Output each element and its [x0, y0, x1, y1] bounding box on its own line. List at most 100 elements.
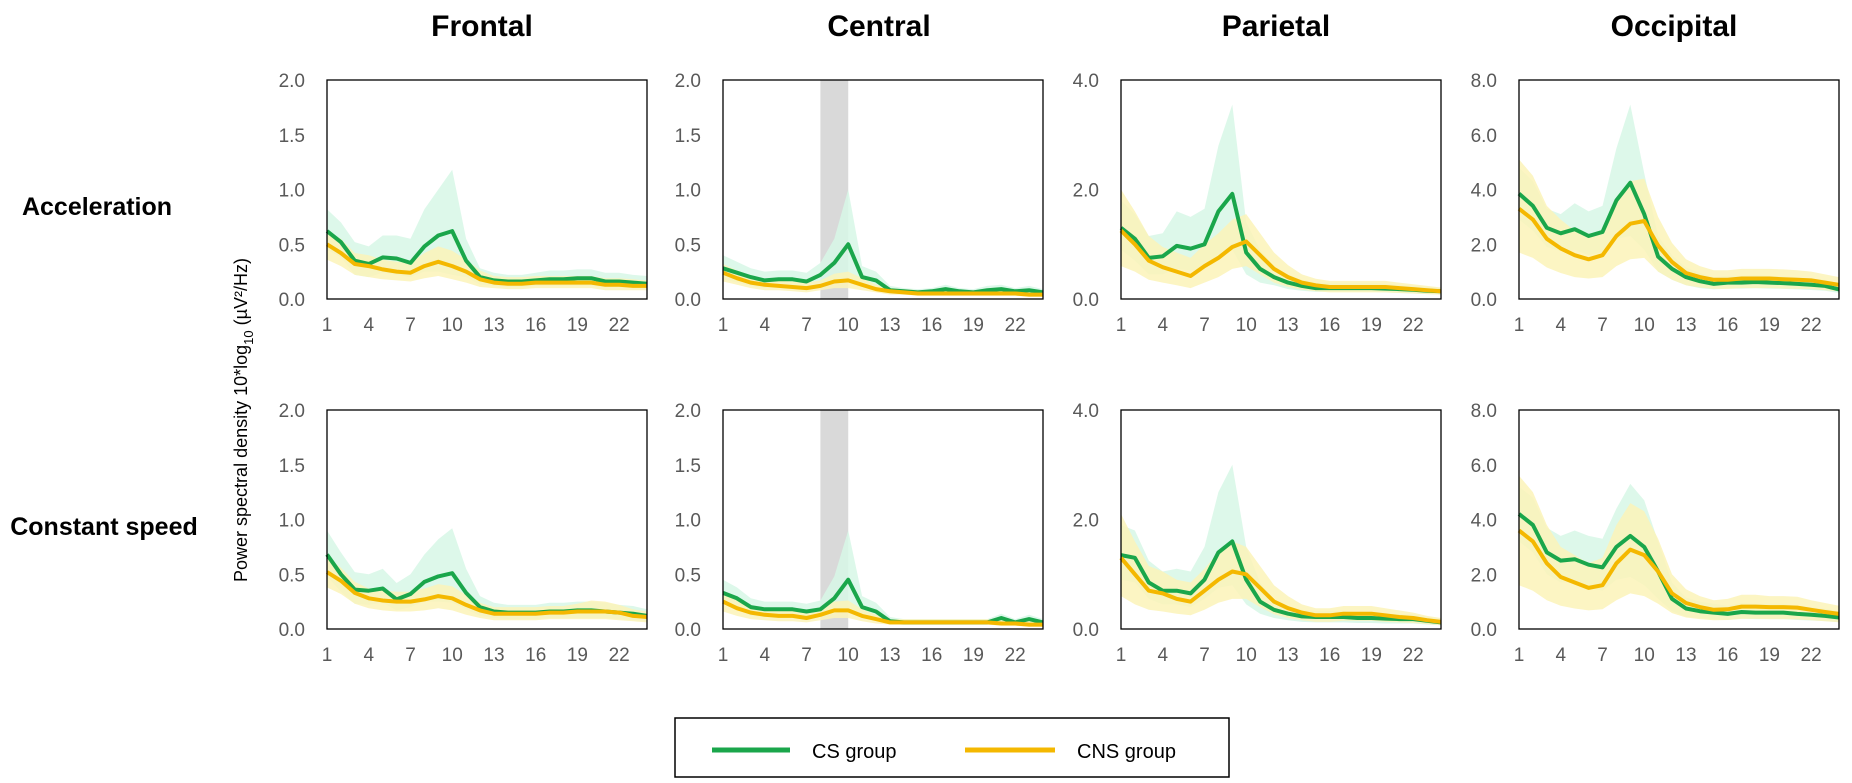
- x-tick-label: 4: [1555, 645, 1566, 666]
- band-cns-group: [327, 231, 647, 291]
- y-tick-label: 1.5: [675, 126, 701, 147]
- column-title-parietal: Parietal: [1222, 10, 1330, 43]
- x-tick-label: 16: [1717, 645, 1738, 666]
- x-tick-label: 7: [1597, 645, 1608, 666]
- x-tick-label: 19: [963, 645, 984, 666]
- y-tick-label: 2.0: [675, 71, 701, 92]
- x-tick-label: 13: [879, 315, 900, 336]
- y-tick-label: 0.5: [675, 235, 701, 256]
- y-axis-label: Power spectral density 10*log10 (µV²/Hz): [231, 258, 256, 582]
- line-cns-group: [1517, 528, 1840, 616]
- y-tick-label: 4.0: [1073, 401, 1099, 422]
- y-tick-label: 0.0: [1471, 290, 1497, 311]
- y-tick-label: 1.5: [279, 126, 305, 147]
- line-cs-group: [1120, 539, 1442, 625]
- x-tick-label: 7: [1597, 315, 1608, 336]
- x-tick-label: 19: [1361, 645, 1382, 666]
- column-title-occipital: Occipital: [1611, 10, 1738, 43]
- x-tick-label: 19: [1361, 315, 1382, 336]
- column-title-frontal: Frontal: [431, 10, 533, 43]
- y-tick-label: 2.0: [1073, 181, 1099, 202]
- row-title-acceleration: Acceleration: [22, 193, 172, 221]
- legend-label-cs-group: CS group: [812, 741, 897, 763]
- panel-acceleration-central: 0.0 0.5 1.0 1.5 2.0 1 4 7 10 13 16 19 22: [675, 71, 1044, 336]
- y-tick-label: 0.0: [1073, 290, 1099, 311]
- x-tick-label: 1: [322, 645, 333, 666]
- line-cns-group: [1119, 229, 1442, 294]
- x-tick-label: 4: [1157, 315, 1168, 336]
- x-tick-label: 1: [1514, 645, 1525, 666]
- panel-acceleration-parietal: 0.0 2.0 4.0 1 4 7 10 13 16 19 22: [1073, 71, 1442, 336]
- x-tick-label: 4: [363, 315, 374, 336]
- y-tick-label: 0.5: [675, 565, 701, 586]
- x-tick-label: 10: [1236, 645, 1257, 666]
- x-tick-label: 10: [442, 645, 463, 666]
- y-tick-label: 2.0: [1471, 565, 1497, 586]
- x-tick-label: 7: [405, 315, 416, 336]
- x-tick-label: 4: [363, 645, 374, 666]
- y-tick-label: 0.0: [1073, 620, 1099, 641]
- row-title-constant-speed: Constant speed: [10, 513, 198, 541]
- y-tick-label: 2.0: [279, 401, 305, 422]
- x-tick-label: 7: [1199, 315, 1210, 336]
- x-tick-label: 22: [1403, 645, 1424, 666]
- y-tick-label: 0.0: [675, 620, 701, 641]
- plot-frame: [1518, 409, 1840, 630]
- plot-frame: [326, 409, 648, 630]
- band-cns-group: [1519, 159, 1839, 292]
- x-tick-label: 13: [1277, 645, 1298, 666]
- y-tick-label: 2.0: [1471, 235, 1497, 256]
- x-tick-label: 1: [1514, 315, 1525, 336]
- column-title-central: Central: [827, 10, 930, 43]
- x-tick-label: 4: [1555, 315, 1566, 336]
- x-tick-label: 13: [879, 645, 900, 666]
- y-tick-label: 1.0: [279, 181, 305, 202]
- y-tick-label: 0.5: [279, 565, 305, 586]
- x-tick-label: 10: [838, 645, 859, 666]
- plot-area: [723, 80, 1043, 299]
- y-tick-label: 6.0: [1471, 126, 1497, 147]
- line-cns-group: [325, 570, 648, 619]
- x-tick-label: 19: [963, 315, 984, 336]
- x-tick-label: 13: [1277, 315, 1298, 336]
- x-tick-label: 1: [718, 645, 729, 666]
- x-tick-label: 19: [567, 315, 588, 336]
- line-cs-group: [1517, 512, 1840, 620]
- y-tick-label: 4.0: [1471, 511, 1497, 532]
- y-tick-label: 0.0: [1471, 620, 1497, 641]
- x-tick-label: 16: [525, 315, 546, 336]
- y-tick-label: 6.0: [1471, 456, 1497, 477]
- panel-constant-speed-central: 0.0 0.5 1.0 1.5 2.0 1 4 7 10 13 16 19 22: [675, 401, 1044, 666]
- legend-box: [674, 717, 1230, 778]
- plot-frame: [326, 79, 648, 300]
- y-tick-label: 0.0: [279, 620, 305, 641]
- x-tick-label: 13: [483, 315, 504, 336]
- chart-panels: 0.0 0.5 1.0 1.5 2.0 1 4 7 10 13 16 19 22 0.0 0.5 1.0 1.5…: [279, 71, 1840, 666]
- x-tick-label: 7: [1199, 645, 1210, 666]
- x-tick-label: 13: [1675, 645, 1696, 666]
- x-tick-label: 19: [1759, 645, 1780, 666]
- y-tick-label: 4.0: [1073, 71, 1099, 92]
- x-tick-label: 16: [921, 645, 942, 666]
- x-tick-label: 22: [1801, 645, 1822, 666]
- line-cs-group: [325, 229, 648, 286]
- x-tick-label: 19: [567, 645, 588, 666]
- y-tick-label: 1.5: [675, 456, 701, 477]
- plot-area: [723, 410, 1043, 629]
- y-tick-label: 1.5: [279, 456, 305, 477]
- x-tick-label: 19: [1759, 315, 1780, 336]
- line-cns-group: [722, 270, 1043, 297]
- band-cs-group: [327, 169, 647, 289]
- band-cns-group: [327, 556, 647, 623]
- y-tick-label: 2.0: [675, 401, 701, 422]
- x-tick-label: 1: [1116, 645, 1127, 666]
- x-tick-label: 22: [1801, 315, 1822, 336]
- y-tick-label: 4.0: [1471, 181, 1497, 202]
- panel-constant-speed-occipital: 0.0 2.0 4.0 6.0 8.0 1 4 7 10 13 16 19 22: [1471, 401, 1840, 666]
- x-tick-label: 10: [442, 315, 463, 336]
- y-tick-label: 0.0: [279, 290, 305, 311]
- line-cns-group: [1119, 556, 1442, 624]
- x-tick-label: 1: [1116, 315, 1127, 336]
- x-tick-label: 22: [609, 315, 630, 336]
